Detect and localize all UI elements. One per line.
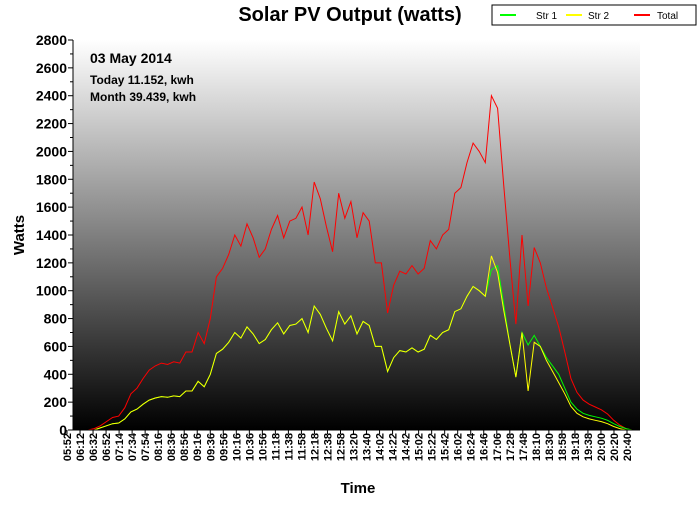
legend-box — [491, 4, 697, 26]
x-tick-label: 16:02 — [453, 433, 465, 461]
x-tick-label: 10:16 — [231, 433, 243, 461]
x-tick-label: 13:40 — [362, 433, 374, 461]
series-layer — [82, 93, 633, 431]
x-tick-label: 17:06 — [492, 433, 504, 461]
x-tick-label: 18:30 — [544, 433, 556, 461]
y-tick-label: 2600 — [36, 60, 67, 76]
annotation-date: 03 May 2014 — [90, 50, 172, 66]
x-tick-label: 05:52 — [62, 433, 74, 461]
x-tick-label: 20:00 — [596, 433, 608, 461]
x-axis-label: Time — [341, 480, 376, 497]
x-tick-label: 14:42 — [401, 433, 413, 461]
y-tick-label: 400 — [44, 366, 68, 382]
y-tick-label: 1000 — [36, 283, 67, 299]
x-tick-label: 19:18 — [570, 433, 582, 461]
annotation-month: Month 39.439, kwh — [90, 90, 196, 104]
x-tick-label: 12:38 — [322, 433, 334, 461]
x-tick-label: 12:18 — [309, 433, 321, 461]
x-tick-label: 15:22 — [427, 433, 439, 461]
y-tick-label: 1400 — [36, 227, 67, 243]
y-axis-label: Watts — [11, 215, 28, 255]
chart-title: Solar PV Output (watts) — [238, 4, 461, 26]
x-axis: 05:52 06:12 06:32 06:52 07:14 07:34 07:54 08:16… — [62, 430, 634, 461]
x-tick-label: 08:16 — [153, 433, 165, 461]
y-tick-label: 2000 — [36, 143, 67, 159]
x-tick-label: 20:40 — [622, 433, 634, 461]
y-tick-label: 1200 — [36, 255, 67, 271]
y-tick-label: 1800 — [36, 171, 67, 187]
legend-label-total: Total — [657, 11, 678, 22]
x-tick-label: 10:36 — [244, 433, 256, 461]
x-tick-label: 14:22 — [388, 433, 400, 461]
y-tick-label: 2200 — [36, 116, 67, 132]
series-line-str-2 — [82, 255, 632, 431]
x-tick-label: 10:56 — [257, 433, 269, 461]
x-tick-label: 08:56 — [179, 433, 191, 461]
x-tick-label: 07:34 — [127, 432, 139, 461]
annotation-today: Today 11.152, kwh — [90, 73, 194, 87]
x-tick-label: 06:12 — [75, 433, 87, 461]
x-tick-label: 11:18 — [270, 433, 282, 461]
x-tick-label: 11:38 — [283, 433, 295, 461]
x-tick-label: 16:46 — [479, 433, 491, 461]
x-tick-label: 19:38 — [583, 433, 595, 461]
x-tick-label: 16:24 — [466, 432, 478, 461]
y-tick-label: 1600 — [36, 199, 67, 215]
x-tick-label: 17:28 — [505, 433, 517, 461]
x-tick-label: 09:36 — [205, 433, 217, 461]
x-tick-label: 07:14 — [114, 432, 126, 461]
x-tick-label: 11:58 — [296, 433, 308, 461]
y-axis: 0 200 400 600 800 1000 1200 1400 1600 1800 2000 220… — [36, 32, 73, 438]
x-tick-label: 09:56 — [218, 433, 230, 461]
series-line-total — [82, 93, 633, 431]
y-tick-label: 2800 — [36, 32, 67, 48]
x-tick-label: 20:20 — [609, 433, 621, 461]
y-tick-label: 600 — [44, 338, 68, 354]
x-tick-label: 13:20 — [349, 433, 361, 461]
legend-label-str2: Str 2 — [588, 11, 610, 22]
x-tick-label: 08:36 — [166, 433, 178, 461]
x-tick-label: 18:10 — [531, 433, 543, 461]
legend: Str 1 Str 2 Total — [491, 4, 697, 26]
y-tick-label: 200 — [44, 394, 68, 410]
x-tick-label: 18:58 — [557, 433, 569, 461]
y-tick-label: 0 — [59, 422, 67, 438]
legend-label-str1: Str 1 — [536, 11, 558, 22]
x-tick-label: 15:42 — [440, 433, 452, 461]
x-tick-label: 15:02 — [414, 433, 426, 461]
y-tick-label: 2400 — [36, 88, 67, 104]
y-tick-label: 800 — [44, 311, 68, 327]
x-tick-label: 12:58 — [335, 433, 347, 461]
x-tick-label: 14:02 — [375, 433, 387, 461]
x-tick-label: 17:48 — [518, 433, 530, 461]
x-tick-label: 06:52 — [101, 433, 113, 461]
x-tick-label: 09:16 — [192, 433, 204, 461]
x-tick-label: 07:54 — [140, 432, 152, 461]
x-tick-label: 06:32 — [88, 433, 100, 461]
